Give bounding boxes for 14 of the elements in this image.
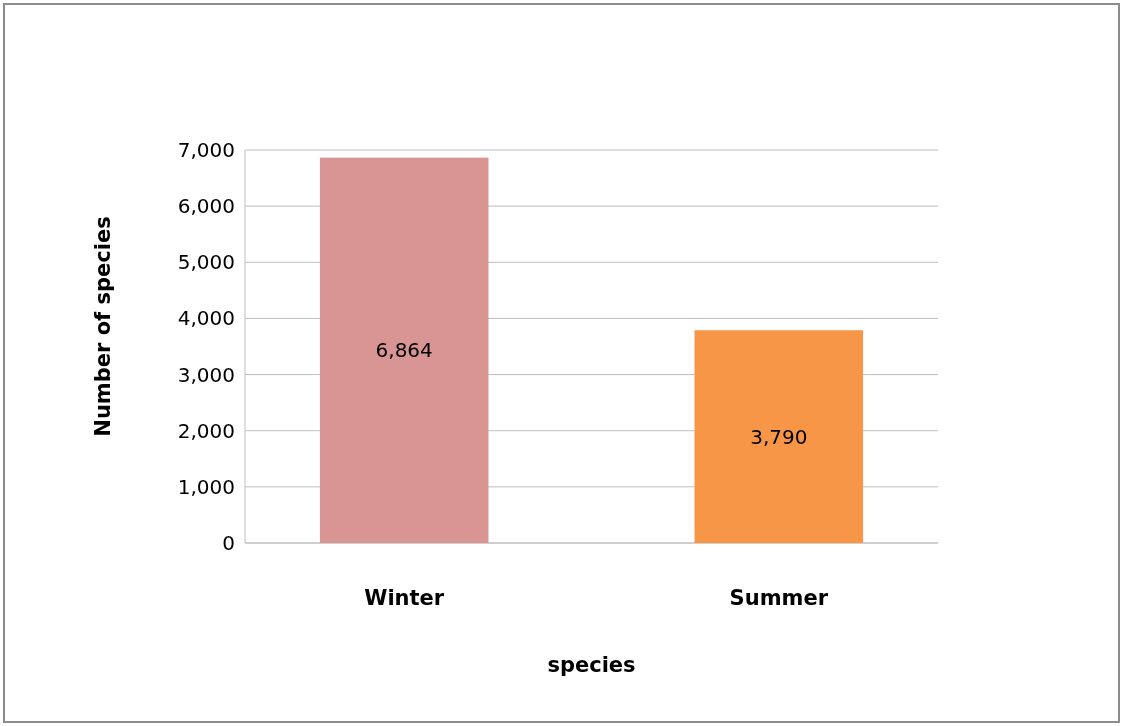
x-tick-label: Winter [364, 586, 445, 611]
y-tick-label: 0 [222, 531, 235, 555]
y-tick-label: 4,000 [177, 306, 235, 331]
data-label: 3,790 [750, 424, 808, 449]
y-tick-label: 1,000 [177, 474, 235, 499]
y-tick-label: 7,000 [177, 138, 235, 162]
y-axis-title: Number of species [91, 216, 115, 437]
x-tick-label: Summer [729, 586, 829, 611]
y-tick-label: 2,000 [177, 418, 235, 443]
y-tick-label: 6,000 [177, 194, 235, 219]
data-label: 6,864 [375, 338, 433, 363]
y-tick-label: 3,000 [177, 362, 235, 387]
y-tick-label: 5,000 [177, 250, 235, 275]
x-axis-title: species [547, 653, 636, 678]
